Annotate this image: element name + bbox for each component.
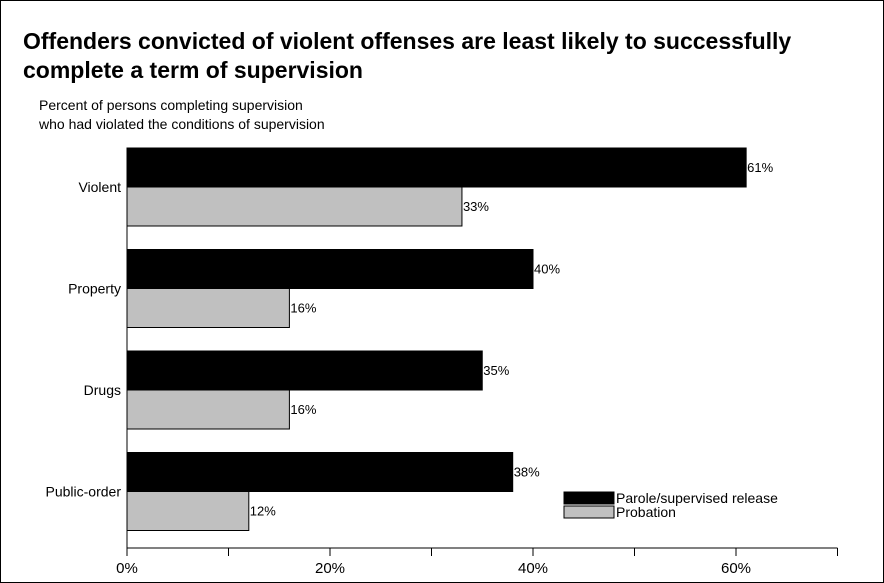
parole-bar [126,350,483,391]
subtitle-line-2: who had violated the conditions of super… [39,116,325,132]
data-label: 40% [534,262,560,277]
data-label: 12% [250,504,276,519]
chart-subtitle: Percent of persons completing supervisio… [39,96,539,134]
category-label: Public-order [46,484,122,500]
x-tick-label: 40% [518,560,548,577]
legend-label-parole: Parole/supervised release [616,490,778,506]
x-tick-label: 60% [721,560,751,577]
parole-bar [126,452,514,492]
probation-bar [126,288,290,328]
category-label: Violent [78,179,121,195]
probation-bar [126,491,250,531]
data-label: 38% [514,465,540,480]
x-tick-label: 20% [315,560,345,577]
legend-swatch-parole [563,491,615,505]
data-label: 16% [290,402,316,417]
legend-label-probation: Probation [616,504,676,520]
parole-bar [126,249,534,289]
category-label: Drugs [84,382,121,398]
category-label: Property [68,281,121,297]
data-label: 61% [747,160,773,175]
data-label: 35% [483,363,509,378]
x-tick-label: 0% [116,560,138,577]
probation-bar [126,186,463,227]
data-label: 16% [290,301,316,316]
chart-title: Offenders convicted of violent offenses … [23,28,792,83]
parole-bar [126,147,747,188]
subtitle-line-1: Percent of persons completing supervisio… [39,97,303,113]
legend-swatch-probation [563,505,615,519]
probation-bar [126,389,290,430]
data-label: 33% [463,199,489,214]
